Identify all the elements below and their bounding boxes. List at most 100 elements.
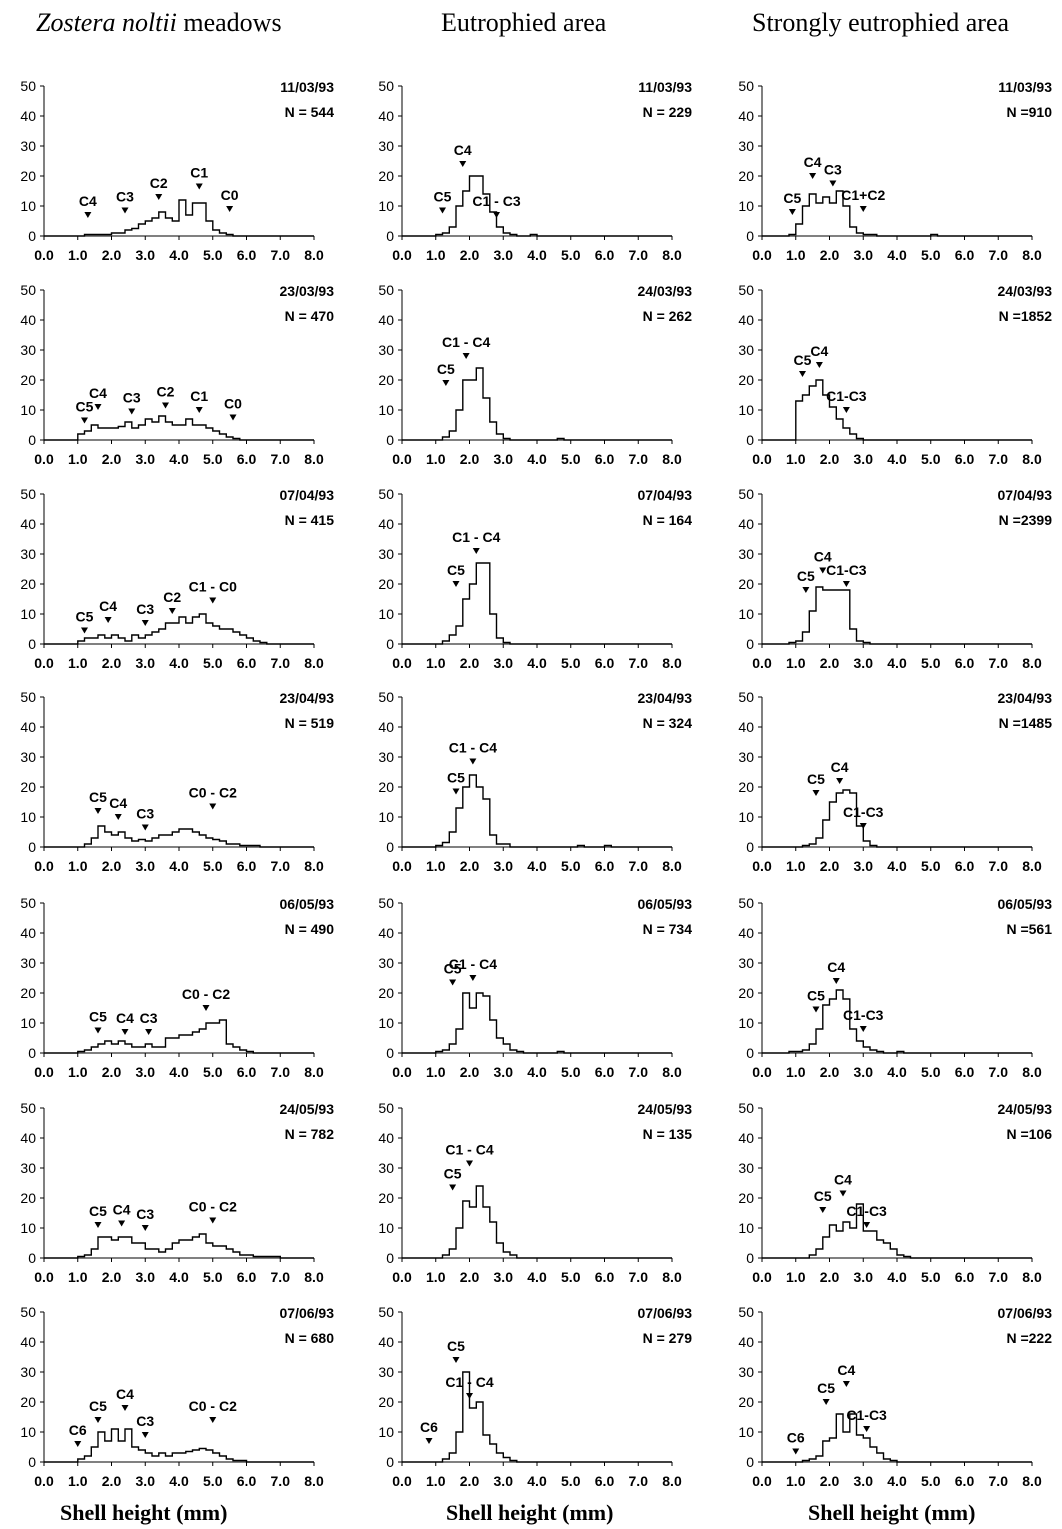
- cohort-label: C5: [447, 770, 465, 786]
- x-tick-label: 6.0: [955, 247, 975, 263]
- x-tick-label: 5.0: [921, 1269, 941, 1285]
- sample-size-label: N =1485: [999, 715, 1053, 731]
- sample-size-label: N = 782: [285, 1126, 335, 1142]
- x-tick-label: 8.0: [1022, 655, 1042, 671]
- y-tick-label: 40: [20, 1130, 36, 1146]
- cohort-label: C1 - C3: [472, 193, 520, 209]
- y-tick-label: 50: [738, 1304, 754, 1320]
- cohort-marker: [209, 1417, 217, 1423]
- x-tick-label: 6.0: [955, 1064, 975, 1080]
- y-tick-label: 50: [378, 486, 394, 502]
- y-tick-label: 40: [20, 312, 36, 328]
- sample-size-label: N = 470: [285, 308, 335, 324]
- y-tick-label: 10: [378, 1015, 394, 1031]
- cohort-label: C3: [140, 1010, 158, 1026]
- cohort-label: C1+C2: [841, 187, 885, 203]
- y-tick-label: 10: [738, 1015, 754, 1031]
- y-tick-label: 10: [378, 198, 394, 214]
- cohort-marker: [819, 567, 827, 574]
- histogram-series: [44, 613, 314, 645]
- x-tick-label: 5.0: [561, 1473, 581, 1489]
- y-tick-label: 40: [378, 312, 394, 328]
- x-tick-label: 6.0: [955, 451, 975, 467]
- y-tick-label: 20: [20, 1190, 36, 1206]
- y-tick-label: 30: [378, 546, 394, 562]
- x-tick-label: 7.0: [629, 451, 649, 467]
- histogram-series: [44, 1019, 314, 1054]
- sample-size-label: N = 544: [285, 104, 335, 120]
- y-tick-label: 20: [738, 1394, 754, 1410]
- x-tick-label: 8.0: [1022, 451, 1042, 467]
- cohort-marker: [859, 823, 867, 829]
- x-tick-label: 1.0: [786, 655, 806, 671]
- y-tick-label: 20: [20, 372, 36, 388]
- x-tick-label: 4.0: [887, 1269, 907, 1285]
- x-tick-label: 5.0: [203, 451, 223, 467]
- cohort-label: C3: [136, 1413, 154, 1429]
- y-tick-label: 0: [28, 636, 36, 652]
- sample-date-label: 07/04/93: [998, 487, 1053, 503]
- x-tick-label: 5.0: [561, 655, 581, 671]
- y-tick-label: 10: [378, 1424, 394, 1440]
- cohort-label: C1-C3: [843, 1007, 884, 1023]
- sample-date-label: 23/04/93: [638, 690, 693, 706]
- sample-date-label: 23/03/93: [280, 283, 335, 299]
- cohort-label: C3: [123, 390, 141, 406]
- y-tick-label: 20: [378, 576, 394, 592]
- y-tick-label: 20: [738, 372, 754, 388]
- y-tick-label: 30: [20, 1160, 36, 1176]
- y-tick-label: 30: [378, 1364, 394, 1380]
- cohort-label: C5: [444, 961, 462, 977]
- cohort-marker: [94, 1222, 102, 1228]
- x-tick-label: 8.0: [304, 247, 324, 263]
- x-tick-label: 3.0: [136, 1064, 156, 1080]
- x-tick-label: 4.0: [169, 1269, 189, 1285]
- x-tick-label: 5.0: [921, 1064, 941, 1080]
- y-tick-label: 0: [386, 1045, 394, 1061]
- histogram-series: [44, 199, 314, 237]
- y-tick-label: 10: [738, 1424, 754, 1440]
- cohort-label: C5: [814, 1188, 832, 1204]
- x-tick-label: 0.0: [392, 1473, 412, 1489]
- x-tick-label: 8.0: [304, 1064, 324, 1080]
- y-tick-label: 30: [378, 342, 394, 358]
- cohort-label: C4: [827, 959, 845, 975]
- x-tick-label: 0.0: [392, 655, 412, 671]
- x-tick-label: 7.0: [989, 1064, 1009, 1080]
- y-tick-label: 50: [20, 78, 36, 94]
- cohort-marker: [128, 408, 136, 415]
- cohort-marker: [459, 161, 467, 167]
- x-tick-label: 1.0: [426, 247, 446, 263]
- x-tick-label: 2.0: [102, 1064, 122, 1080]
- x-tick-label: 3.0: [494, 655, 514, 671]
- cohort-marker: [472, 548, 480, 554]
- cohort-marker: [118, 1220, 126, 1227]
- cohort-marker: [469, 758, 477, 765]
- x-tick-label: 3.0: [136, 247, 156, 263]
- x-tick-label: 8.0: [662, 858, 682, 874]
- cohort-marker: [94, 808, 102, 814]
- y-tick-label: 0: [746, 636, 754, 652]
- y-tick-label: 10: [20, 1015, 36, 1031]
- x-tick-label: 7.0: [989, 1269, 1009, 1285]
- column-title-zostera: Zostera noltii meadows: [36, 8, 282, 37]
- x-tick-label: 2.0: [102, 858, 122, 874]
- x-tick-label: 1.0: [68, 451, 88, 467]
- x-tick-label: 8.0: [304, 451, 324, 467]
- y-tick-label: 40: [20, 925, 36, 941]
- cohort-label: C3: [824, 162, 842, 178]
- cohort-label: C4: [834, 1172, 852, 1188]
- cohort-marker: [788, 209, 796, 215]
- x-tick-label: 1.0: [786, 858, 806, 874]
- cohort-marker: [819, 1207, 827, 1213]
- y-tick-label: 10: [738, 809, 754, 825]
- y-tick-label: 40: [378, 925, 394, 941]
- x-axis-label-col1: Shell height (mm): [60, 1500, 228, 1525]
- histogram-series: [762, 1203, 1032, 1259]
- y-tick-label: 50: [20, 895, 36, 911]
- y-tick-label: 0: [386, 228, 394, 244]
- cohort-label: C5: [89, 789, 107, 805]
- x-tick-label: 5.0: [203, 858, 223, 874]
- cohort-label: C5: [783, 190, 801, 206]
